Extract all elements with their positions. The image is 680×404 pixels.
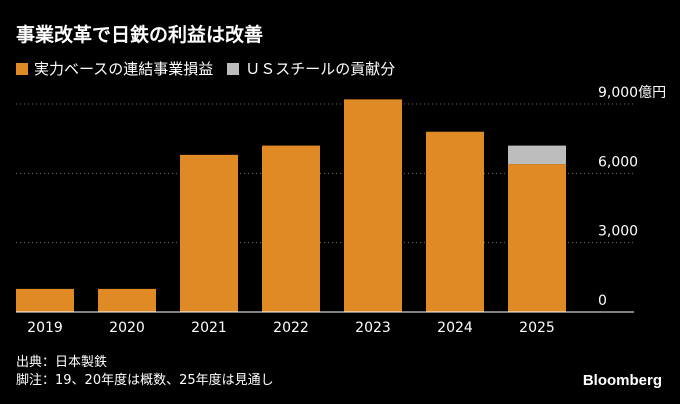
x-tick-label-2025: 2025 <box>519 320 555 336</box>
y-tick-label-0: 0 <box>598 293 607 309</box>
legend-swatch-us-steel <box>227 62 240 75</box>
source-note: 出典：日本製鉄 <box>16 355 108 370</box>
legend-swatch-core-profit <box>16 62 28 75</box>
footnote: 脚注：19、20年度は概数、25年度は見通し <box>16 373 274 388</box>
x-tick-label-2019: 2019 <box>27 320 63 336</box>
legend-item-core-profit: 実力ベースの連結事業損益 <box>16 58 213 79</box>
x-tick-label-2020: 2020 <box>109 320 145 336</box>
bar-2019-series-0 <box>16 288 74 312</box>
legend-item-us-steel: ＵＳスチールの貢献分 <box>227 58 395 79</box>
legend-label-us-steel: ＵＳスチールの貢献分 <box>245 60 396 78</box>
footer: 出典：日本製鉄 脚注：19、20年度は概数、25年度は見通し <box>16 354 274 390</box>
bar-2020-series-0 <box>98 288 156 312</box>
x-tick-label-2024: 2024 <box>437 320 473 336</box>
legend: 実力ベースの連結事業損益 ＵＳスチールの貢献分 <box>16 58 409 79</box>
bar-2024-series-0 <box>426 131 484 312</box>
bar-2025-series-1 <box>508 145 566 165</box>
x-tick-label-2023: 2023 <box>355 320 391 336</box>
y-tick-label-3: 9,000億円 <box>598 85 666 101</box>
bar-2025-series-0 <box>508 164 566 312</box>
y-tick-label-2: 6,000 <box>598 154 638 170</box>
bar-2023-series-0 <box>344 99 402 312</box>
bar-2022-series-0 <box>262 145 320 312</box>
x-tick-label-2021: 2021 <box>191 320 227 336</box>
bloomberg-logo: Bloomberg <box>582 372 662 389</box>
bar-2021-series-0 <box>180 154 238 312</box>
chart-title: 事業改革で日鉄の利益は改善 <box>16 24 264 46</box>
x-tick-label-2022: 2022 <box>273 320 309 336</box>
y-tick-label-1: 3,000 <box>598 224 638 240</box>
legend-label-core-profit: 実力ベースの連結事業損益 <box>34 60 214 78</box>
